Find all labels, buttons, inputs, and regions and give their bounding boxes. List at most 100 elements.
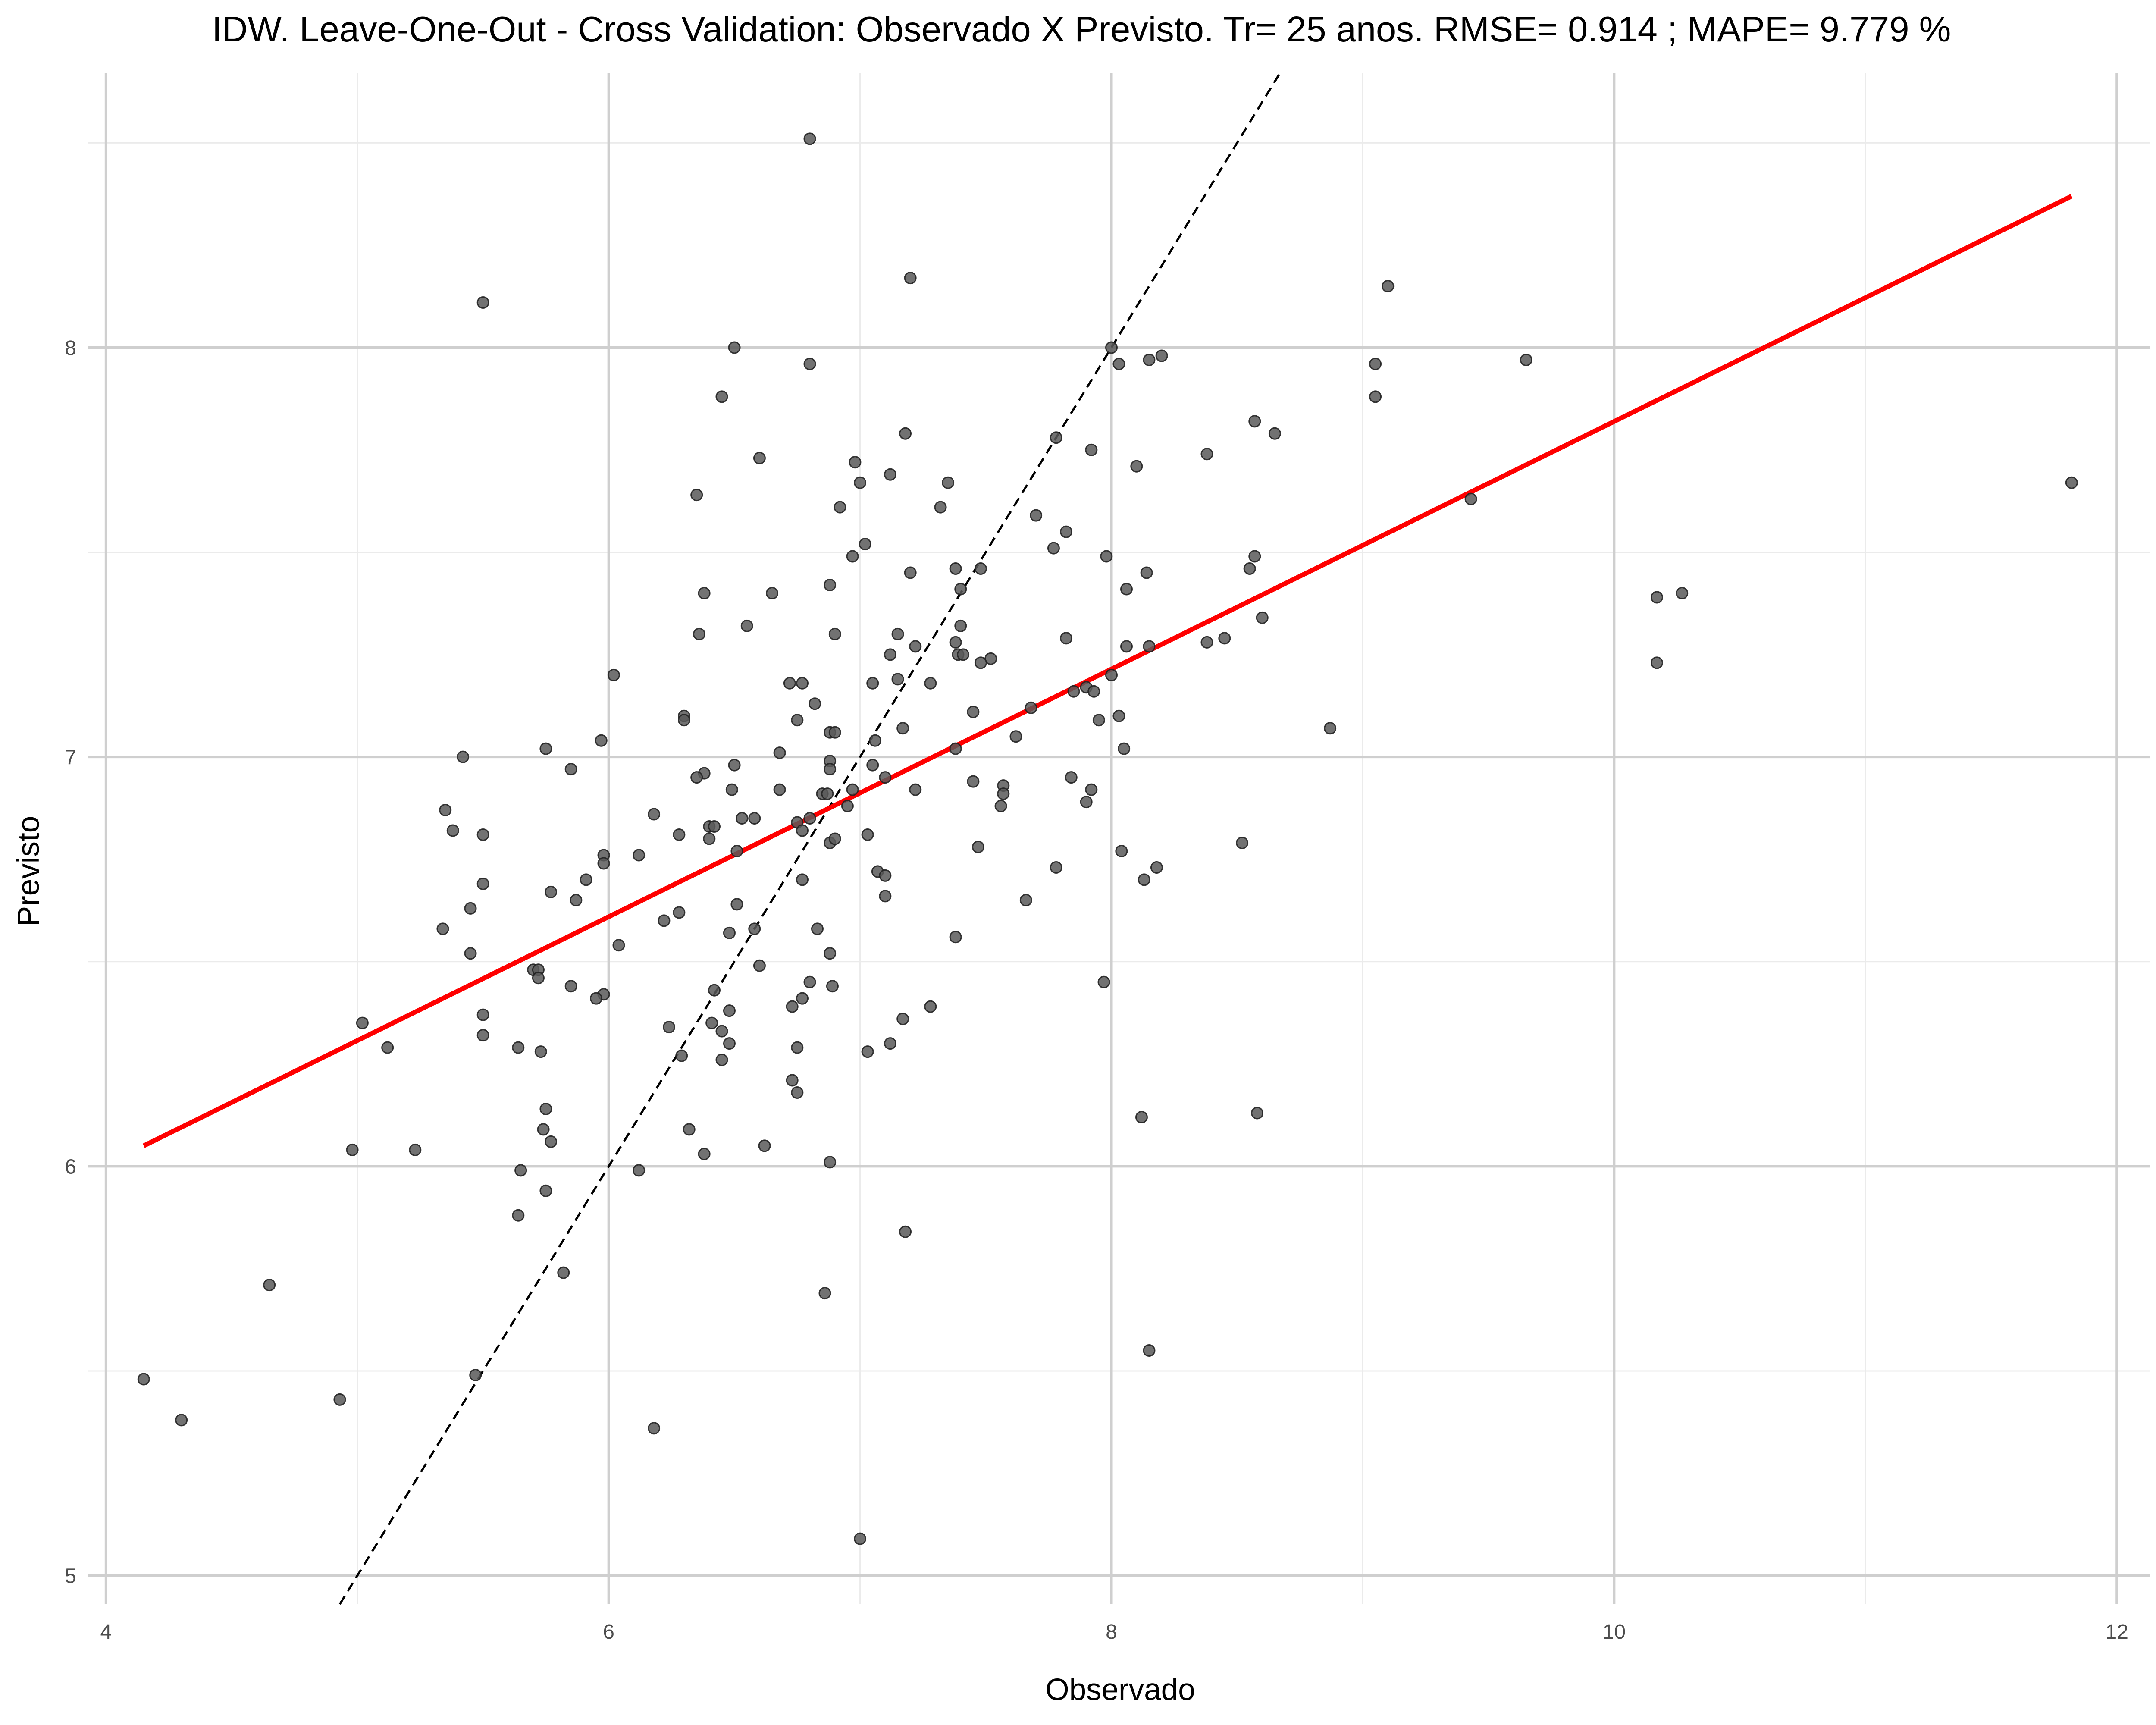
data-point bbox=[1120, 583, 1133, 596]
data-point bbox=[545, 885, 558, 898]
data-point bbox=[791, 714, 804, 727]
data-point bbox=[879, 771, 892, 784]
data-point bbox=[2065, 476, 2078, 489]
data-point bbox=[708, 820, 721, 833]
data-point bbox=[673, 828, 686, 841]
data-point bbox=[849, 456, 862, 469]
data-point bbox=[607, 668, 620, 681]
data-point bbox=[740, 619, 753, 632]
data-point bbox=[824, 947, 837, 960]
data-point bbox=[675, 1049, 688, 1062]
data-point bbox=[1100, 550, 1113, 563]
data-point bbox=[828, 832, 841, 845]
x-tick-label: 10 bbox=[1603, 1621, 1626, 1643]
data-point bbox=[698, 586, 711, 599]
data-point bbox=[753, 452, 766, 464]
data-point bbox=[786, 1000, 799, 1013]
data-point bbox=[557, 1266, 570, 1279]
data-point bbox=[899, 1225, 912, 1238]
data-point bbox=[1650, 591, 1663, 604]
data-point bbox=[891, 627, 904, 640]
data-point bbox=[725, 783, 738, 796]
data-point bbox=[861, 1045, 874, 1058]
y-tick-label: 8 bbox=[65, 337, 76, 360]
data-point bbox=[476, 296, 489, 309]
x-tick-label: 6 bbox=[603, 1621, 614, 1643]
data-point bbox=[967, 775, 980, 788]
data-point bbox=[783, 677, 796, 690]
data-point bbox=[457, 750, 470, 763]
data-point bbox=[1112, 358, 1125, 370]
data-point bbox=[175, 1414, 188, 1427]
data-point bbox=[824, 1156, 837, 1169]
data-point bbox=[859, 538, 871, 551]
data-point bbox=[1118, 742, 1131, 755]
data-point bbox=[954, 619, 967, 632]
data-point bbox=[808, 697, 821, 710]
data-point bbox=[730, 898, 743, 911]
x-tick-label: 8 bbox=[1106, 1621, 1117, 1643]
data-point bbox=[512, 1209, 525, 1222]
data-point bbox=[854, 476, 867, 489]
data-point bbox=[439, 804, 452, 817]
data-point bbox=[464, 902, 477, 915]
data-point bbox=[909, 640, 922, 653]
data-point bbox=[532, 972, 545, 985]
data-point bbox=[464, 947, 477, 960]
data-point bbox=[678, 714, 691, 727]
data-point bbox=[791, 1086, 804, 1099]
data-point bbox=[1115, 844, 1128, 857]
data-point bbox=[537, 1123, 550, 1136]
data-point bbox=[803, 812, 816, 825]
data-point bbox=[703, 832, 716, 845]
data-point bbox=[512, 1041, 525, 1054]
data-point bbox=[728, 759, 741, 772]
data-point bbox=[1218, 632, 1231, 645]
data-point bbox=[796, 992, 809, 1005]
data-point bbox=[811, 922, 824, 935]
data-point bbox=[648, 808, 661, 821]
data-point bbox=[1324, 722, 1337, 735]
data-point bbox=[924, 677, 937, 690]
data-point bbox=[715, 390, 728, 403]
data-point bbox=[1520, 353, 1532, 366]
data-point bbox=[773, 746, 786, 759]
data-point bbox=[866, 759, 879, 772]
data-point bbox=[633, 1164, 646, 1177]
data-point bbox=[826, 980, 839, 993]
data-point bbox=[766, 586, 779, 599]
data-point bbox=[1030, 509, 1043, 522]
data-point bbox=[1050, 431, 1062, 444]
data-point bbox=[846, 783, 859, 796]
data-point bbox=[1143, 353, 1156, 366]
data-point bbox=[673, 906, 686, 919]
data-point bbox=[773, 783, 786, 796]
data-point bbox=[949, 931, 962, 944]
data-point bbox=[545, 1135, 558, 1148]
data-point bbox=[1112, 709, 1125, 722]
data-point bbox=[1200, 448, 1213, 461]
data-point bbox=[924, 1000, 937, 1013]
data-point bbox=[861, 828, 874, 841]
data-point bbox=[891, 673, 904, 686]
data-point bbox=[758, 1139, 771, 1152]
data-point bbox=[949, 562, 962, 575]
data-point bbox=[748, 922, 761, 935]
data-point bbox=[1097, 975, 1110, 988]
data-point bbox=[846, 550, 859, 563]
data-point bbox=[896, 722, 909, 735]
data-point bbox=[949, 636, 962, 649]
data-point bbox=[570, 894, 583, 906]
data-point bbox=[723, 1004, 736, 1017]
data-point bbox=[796, 873, 809, 886]
data-point bbox=[1248, 415, 1261, 428]
data-point bbox=[796, 677, 809, 690]
data-point bbox=[1019, 894, 1032, 906]
data-point bbox=[1248, 550, 1261, 563]
data-point bbox=[1135, 1110, 1148, 1123]
data-point bbox=[942, 476, 955, 489]
data-point bbox=[597, 857, 610, 870]
data-point bbox=[879, 869, 892, 882]
data-point bbox=[736, 812, 749, 825]
data-point bbox=[1138, 873, 1150, 886]
